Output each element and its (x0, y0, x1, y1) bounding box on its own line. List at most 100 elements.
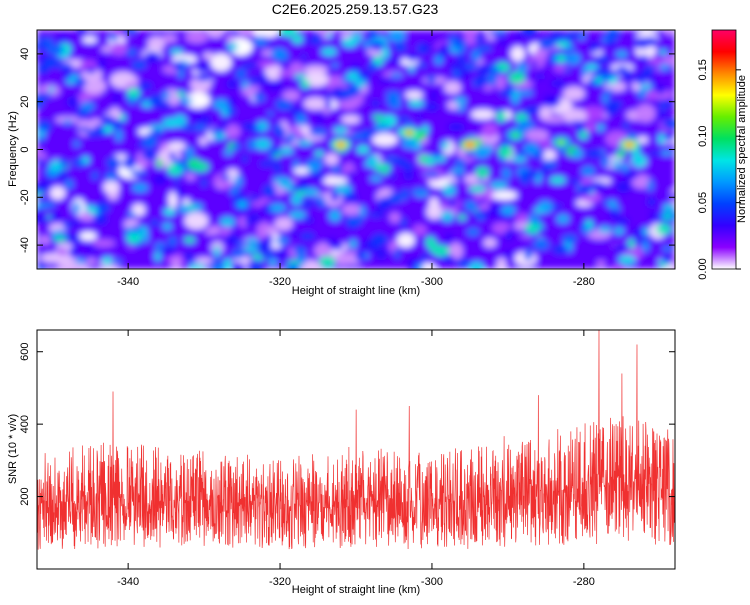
heatmap-cell (184, 212, 209, 230)
heatmap-cell (516, 62, 527, 74)
heatmap-cell (223, 258, 232, 269)
heatmap-cell (341, 37, 358, 48)
heatmap-cell (37, 136, 45, 144)
heatmap-cell (454, 158, 466, 168)
heatmap-hotspot-core (406, 130, 413, 135)
heatmap-cell (173, 60, 185, 71)
heatmap-cell (541, 149, 557, 161)
heatmap-cell (63, 179, 74, 190)
heatmap-cell (100, 115, 116, 124)
heatmap-cell (294, 73, 307, 79)
heatmap-cell (572, 149, 584, 159)
heatmap-cell (359, 205, 366, 218)
heatmap-cell (530, 232, 538, 239)
heatmap-cell (246, 212, 262, 223)
heatmap-hotspot-core (337, 142, 344, 147)
heatmap-cell (385, 90, 402, 98)
heatmap-cell (192, 114, 204, 123)
heatmap-cell (237, 240, 245, 248)
heatmap-cell (300, 79, 311, 89)
heatmap-cell (609, 208, 620, 220)
heatmap-cell (182, 252, 194, 262)
heatmap-cell (635, 104, 656, 123)
heatmap-cell (175, 91, 186, 98)
heatmap-cell (649, 79, 657, 85)
heatmap-cell (141, 149, 157, 161)
heatmap-cell (168, 191, 178, 209)
heatmap-cell (149, 94, 162, 107)
heatmap-cell (131, 60, 147, 70)
heatmap-cell (159, 245, 177, 256)
heatmap-cell (445, 232, 453, 244)
heatmap-cell (622, 169, 638, 181)
heatmap-cell (347, 170, 354, 178)
heatmap-cell (321, 47, 337, 56)
heatmap-cell (309, 128, 328, 137)
heatmap-y-axis-label: Frequency (Hz) (7, 111, 19, 187)
heatmap-cell (543, 94, 561, 108)
heatmap-cell (408, 100, 425, 107)
heatmap-cell (470, 109, 495, 120)
heatmap-cell (96, 203, 111, 213)
heatmap-cell (341, 203, 362, 216)
heatmap-cell (241, 154, 248, 164)
heatmap-cell (318, 255, 336, 268)
heatmap-cell (131, 203, 146, 217)
heatmap-cell (172, 158, 188, 165)
heatmap-cell (163, 118, 180, 128)
heatmap-cell (471, 49, 482, 62)
heatmap-cell (86, 129, 98, 138)
heatmap-cell (425, 236, 435, 249)
heatmap-cell (210, 53, 232, 72)
heatmap-cell (432, 150, 443, 158)
heatmap-cell (504, 229, 513, 241)
heatmap-cell (115, 128, 123, 142)
heatmap-cell (424, 102, 439, 112)
heatmap-cell (372, 114, 385, 120)
heatmap-cell (476, 45, 493, 53)
heatmap-cell (377, 196, 392, 210)
heatmap-cell (374, 163, 392, 173)
heatmap-cell (498, 145, 514, 159)
heatmap-cell (73, 235, 81, 245)
heatmap-cell (122, 157, 137, 170)
heatmap-cell (234, 175, 243, 186)
heatmap-cell (37, 157, 44, 166)
heatmap-y-tick-label: 20 (19, 96, 31, 108)
heatmap-hotspot-core (512, 132, 519, 138)
heatmap-cell (56, 254, 72, 268)
heatmap-cell (580, 106, 605, 121)
heatmap-cell (479, 198, 487, 205)
heatmap-cell (659, 63, 670, 71)
heatmap-cell (393, 42, 407, 53)
heatmap-cell (50, 211, 61, 222)
heatmap-cell (537, 228, 547, 234)
heatmap-cell (126, 232, 142, 244)
snr-y-tick-label: 200 (19, 487, 31, 505)
heatmap-cell (523, 142, 540, 156)
heatmap-cell (147, 36, 166, 51)
heatmap-cell (96, 57, 107, 70)
heatmap-cell (621, 161, 629, 172)
heatmap-cell (132, 183, 149, 193)
heatmap-cell (666, 193, 675, 200)
heatmap-cell (356, 145, 370, 154)
heatmap-cell (130, 169, 148, 177)
heatmap-cell (333, 252, 354, 266)
heatmap-cell (56, 170, 70, 181)
heatmap-cell (371, 233, 388, 247)
heatmap-cell (345, 215, 363, 226)
heatmap-cell (48, 86, 55, 93)
heatmap-cell (37, 182, 42, 193)
heatmap-cell (561, 234, 578, 243)
heatmap-cell (615, 66, 630, 75)
heatmap-cell (215, 181, 225, 189)
heatmap-cell (314, 195, 326, 203)
heatmap-cell (555, 40, 571, 48)
heatmap-cell (146, 131, 165, 137)
heatmap-cell (254, 138, 272, 150)
heatmap-cell (106, 156, 122, 170)
heatmap-cell (372, 55, 384, 67)
heatmap-cell (79, 231, 97, 241)
